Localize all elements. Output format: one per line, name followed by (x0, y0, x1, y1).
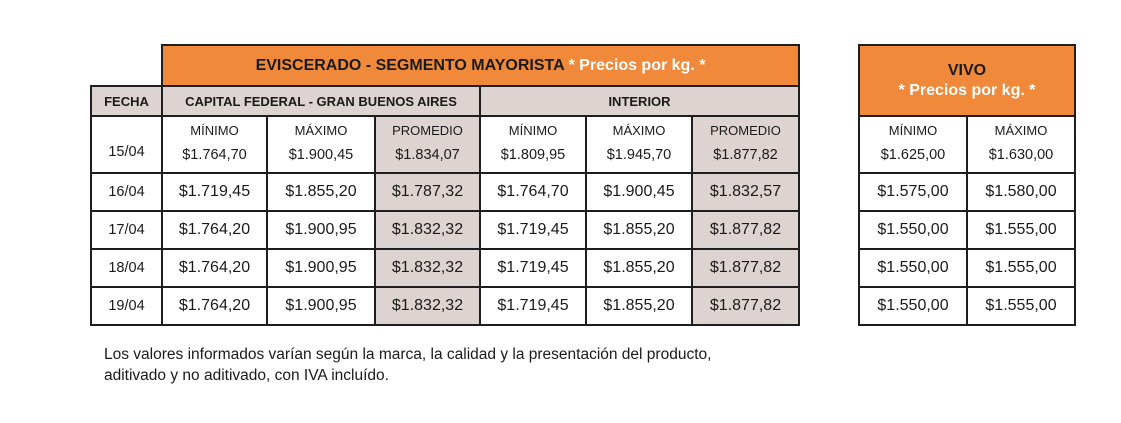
price-cell: $1.855,20 (266, 172, 376, 212)
table-row: $1.550,00 $1.555,00 (858, 210, 1076, 250)
price-cell: $1.834,07 (395, 147, 460, 163)
price-cell: $1.855,20 (585, 286, 693, 326)
price-cell: $1.809,95 (500, 147, 566, 163)
eviscerado-title-text: EVISCERADO - SEGMENTO MAYORISTA (255, 56, 565, 74)
table-row: 15/04 MÍNIMO $1.764,70 MÁXIMO $1.900,45 PR… (90, 115, 800, 174)
section-capital-federal: CAPITAL FEDERAL - GRAN BUENOS AIRES (161, 85, 481, 117)
price-cell: $1.855,20 (585, 248, 693, 288)
date-cell: 19/04 (90, 286, 163, 326)
vivo-title: VIVO * Precios por kg. * (858, 44, 1076, 117)
table-row: 18/04 $1.764,20 $1.900,95 $1.832,32 $1.7… (90, 248, 800, 288)
price-cell: $1.877,82 (691, 286, 800, 326)
price-cell: $1.832,57 (691, 172, 800, 212)
price-cell: $1.877,82 (713, 147, 778, 163)
fecha-header: FECHA (90, 85, 163, 117)
vivo-title-text: VIVO (947, 61, 987, 79)
price-cell: $1.855,20 (585, 210, 693, 250)
eviscerado-price-table: EVISCERADO - SEGMENTO MAYORISTA * Precio… (90, 44, 800, 326)
price-cell: $1.630,00 (988, 147, 1054, 163)
col-header-int-min: MÍNIMO (508, 123, 558, 138)
table-row: MÍNIMO $1.625,00 MÁXIMO $1.630,00 (858, 115, 1076, 174)
date-cell: 16/04 (90, 172, 163, 212)
col-header-cf-min: MÍNIMO (190, 123, 239, 138)
price-cell: $1.832,32 (374, 248, 481, 288)
price-cell: $1.764,20 (161, 248, 268, 288)
price-cell: $1.550,00 (858, 286, 968, 326)
price-cell: $1.832,32 (374, 210, 481, 250)
price-cell: $1.764,70 (479, 172, 587, 212)
price-cell: $1.877,82 (691, 248, 800, 288)
vivo-price-table: VIVO * Precios por kg. * MÍNIMO $1.625,00… (858, 44, 1076, 326)
price-cell: $1.550,00 (858, 248, 968, 288)
eviscerado-title-accent: * Precios por kg. * (568, 56, 706, 74)
price-cell: $1.877,82 (691, 210, 800, 250)
price-cell: $1.719,45 (479, 286, 587, 326)
corner-blank (91, 45, 162, 86)
footnote-line-2: aditivado y no aditivado, con IVA incluí… (104, 367, 389, 384)
footnote-line-1: Los valores informados varían según la m… (104, 346, 712, 363)
price-cell: $1.900,95 (266, 286, 376, 326)
price-cell: $1.900,95 (266, 210, 376, 250)
col-header-vivo-min: MÍNIMO (888, 123, 938, 138)
price-cell: $1.625,00 (880, 147, 946, 163)
date-cell: 17/04 (90, 210, 163, 250)
date-cell: 15/04 (90, 115, 163, 174)
table-row: $1.575,00 $1.580,00 (858, 172, 1076, 212)
eviscerado-title: EVISCERADO - SEGMENTO MAYORISTA * Precio… (161, 44, 800, 87)
table-row: 19/04 $1.764,20 $1.900,95 $1.832,32 $1.7… (90, 286, 800, 326)
col-header-cf-prom: PROMEDIO (392, 123, 463, 138)
price-cell: $1.900,45 (585, 172, 693, 212)
price-cell: $1.580,00 (966, 172, 1076, 212)
col-header-cf-max: MÁXIMO (294, 123, 348, 138)
price-cell: $1.550,00 (858, 210, 968, 250)
price-cell: $1.900,95 (266, 248, 376, 288)
footnote: Los valores informados varían según la m… (104, 344, 824, 386)
table-row: 17/04 $1.764,20 $1.900,95 $1.832,32 $1.7… (90, 210, 800, 250)
col-header-int-prom: PROMEDIO (710, 123, 781, 138)
price-cell: $1.832,32 (374, 286, 481, 326)
date-cell: 18/04 (90, 248, 163, 288)
col-header-int-max: MÁXIMO (612, 123, 666, 138)
price-cell: $1.555,00 (966, 286, 1076, 326)
price-cell: $1.719,45 (479, 248, 587, 288)
table-row: $1.550,00 $1.555,00 (858, 286, 1076, 326)
section-interior: INTERIOR (479, 85, 800, 117)
price-cell: $1.764,20 (161, 210, 268, 250)
vivo-title-accent: * Precios por kg. * (898, 81, 1036, 99)
price-cell: $1.764,20 (161, 286, 268, 326)
price-cell: $1.945,70 (606, 147, 672, 163)
price-cell: $1.719,45 (479, 210, 587, 250)
price-cell: $1.900,45 (288, 147, 354, 163)
table-row: 16/04 $1.719,45 $1.855,20 $1.787,32 $1.7… (90, 172, 800, 212)
price-cell: $1.555,00 (966, 248, 1076, 288)
price-cell: $1.575,00 (858, 172, 968, 212)
table-row: $1.550,00 $1.555,00 (858, 248, 1076, 288)
price-cell: $1.719,45 (161, 172, 268, 212)
price-cell: $1.764,70 (182, 147, 247, 163)
price-cell: $1.555,00 (966, 210, 1076, 250)
col-header-vivo-max: MÁXIMO (994, 123, 1048, 138)
price-cell: $1.787,32 (374, 172, 481, 212)
